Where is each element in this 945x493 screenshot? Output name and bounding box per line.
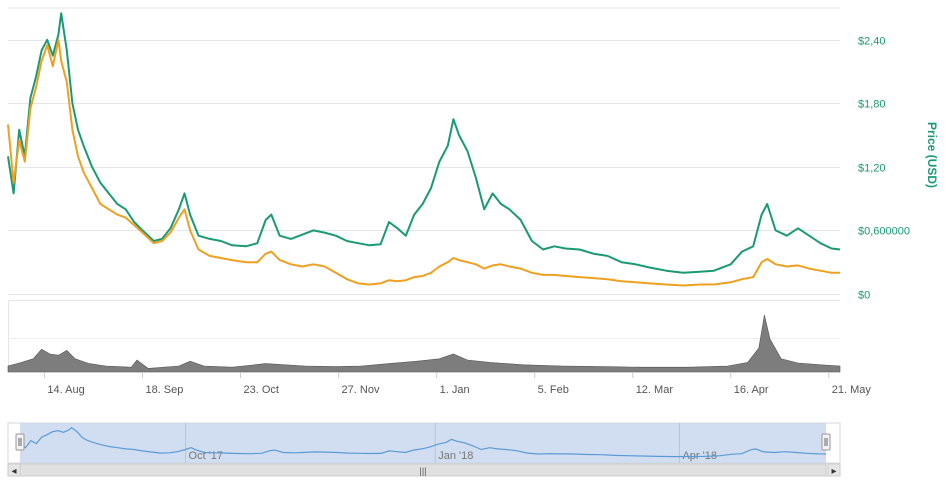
series-line-1[interactable] (7, 12, 841, 274)
navigator-handle-left[interactable] (15, 433, 25, 451)
grid-lines (8, 7, 840, 295)
x-tick-label: 16. Apr (734, 384, 769, 396)
x-axis: 14. Aug 18. Sep 23. Oct 27. Nov 1. Jan 5. Feb… (43, 372, 872, 396)
y-axis: Price (USD) $0 $0,600000 $1,20 $1,80 $2,40 (858, 36, 939, 302)
price-series[interactable] (7, 12, 841, 287)
scroll-left-arrow-icon: ◂ (11, 466, 16, 477)
x-tick-label: 14. Aug (47, 384, 84, 396)
series-line-2[interactable] (7, 38, 840, 287)
y-tick-label: $1,20 (858, 163, 886, 175)
scroll-right-button[interactable] (827, 463, 841, 477)
scroll-left-button[interactable] (7, 463, 21, 477)
volume-panel (7, 300, 841, 373)
navigator-handle-right[interactable] (821, 433, 831, 451)
x-tick-label: 1. Jan (440, 384, 470, 396)
y-tick-label: $2,40 (858, 36, 886, 48)
scroll-right-arrow-icon: ▸ (831, 466, 836, 477)
y-axis-title: Price (USD) (925, 122, 939, 188)
volume-area (7, 314, 841, 373)
x-tick-label: 12. Mar (636, 384, 674, 396)
navigator-label: Jan '18 (438, 450, 473, 462)
navigator-series-line (19, 426, 827, 458)
x-tick-label: 18. Sep (145, 384, 183, 396)
navigator[interactable]: Oct '17 Jan '18 Apr '18|||◂ ▸ (7, 422, 841, 477)
y-tick-label: $0 (858, 290, 870, 302)
x-tick-label: 21. May (832, 384, 872, 396)
navigator-label: Oct '17 (189, 450, 224, 462)
y-tick-label: $0,600000 (858, 226, 910, 238)
x-tick-label: 27. Nov (342, 384, 380, 396)
y-tick-label: $1,80 (858, 99, 886, 111)
x-tick-label: 23. Oct (244, 384, 279, 396)
scrollbar-grip: ||| (419, 466, 426, 476)
x-tick-label: 5. Feb (538, 384, 569, 396)
